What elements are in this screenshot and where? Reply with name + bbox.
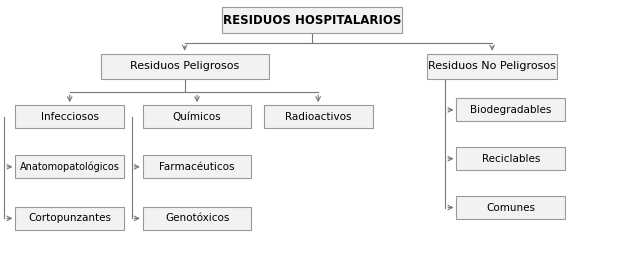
Text: Cortopunzantes: Cortopunzantes xyxy=(28,213,111,223)
FancyBboxPatch shape xyxy=(427,54,557,79)
FancyBboxPatch shape xyxy=(16,207,124,230)
FancyBboxPatch shape xyxy=(101,54,268,79)
Text: Residuos No Peligrosos: Residuos No Peligrosos xyxy=(428,61,556,72)
Text: Químicos: Químicos xyxy=(173,112,222,122)
FancyBboxPatch shape xyxy=(143,105,251,128)
FancyBboxPatch shape xyxy=(222,7,402,33)
FancyBboxPatch shape xyxy=(143,155,251,178)
FancyBboxPatch shape xyxy=(456,98,565,121)
FancyBboxPatch shape xyxy=(16,105,124,128)
Text: Genotóxicos: Genotóxicos xyxy=(165,213,229,223)
FancyBboxPatch shape xyxy=(16,155,124,178)
Text: Residuos Peligrosos: Residuos Peligrosos xyxy=(130,61,239,72)
Text: Reciclables: Reciclables xyxy=(482,154,540,164)
FancyBboxPatch shape xyxy=(143,207,251,230)
Text: RESIDUOS HOSPITALARIOS: RESIDUOS HOSPITALARIOS xyxy=(223,14,401,27)
Text: Anatomopatológicos: Anatomopatológicos xyxy=(20,162,120,172)
Text: Infecciosos: Infecciosos xyxy=(41,112,99,122)
Text: Biodegradables: Biodegradables xyxy=(470,105,552,115)
FancyBboxPatch shape xyxy=(264,105,373,128)
FancyBboxPatch shape xyxy=(456,147,565,170)
FancyBboxPatch shape xyxy=(456,196,565,219)
Text: Farmacéuticos: Farmacéuticos xyxy=(159,162,235,172)
Text: Radioactivos: Radioactivos xyxy=(285,112,351,122)
Text: Comunes: Comunes xyxy=(486,202,535,213)
